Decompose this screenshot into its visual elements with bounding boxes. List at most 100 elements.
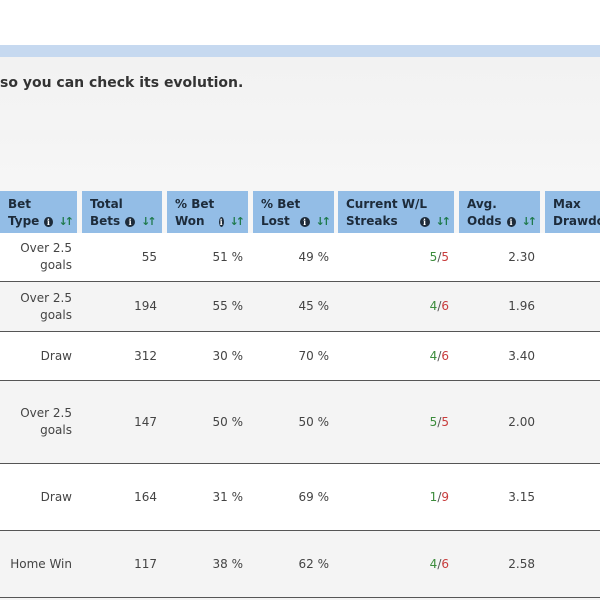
win-streak: 4 [429,299,438,313]
info-icon[interactable]: i [218,216,224,227]
table-row[interactable]: Over 2.5 goals 55 51 % 49 % 5/5 2.30 [0,233,600,281]
streak-separator: / [437,414,442,429]
sort-icon[interactable]: ↓↑ [141,215,157,228]
total-bets-cell: 117 [134,556,157,571]
total-bets-cell: 147 [134,414,157,429]
won-cell: 50 % [212,414,244,429]
streak-separator: / [437,348,442,363]
lost-cell: 70 % [298,348,330,363]
win-streak: 5 [429,249,438,264]
loss-streak: 9 [441,489,449,504]
lost-cell: 69 % [298,489,330,504]
total-bets-cell: 164 [134,489,157,504]
streak-separator: / [437,489,442,504]
info-icon[interactable]: i [44,216,53,227]
header-label-line2: Won [175,214,205,228]
total-bets-cell: 312 [134,348,157,363]
won-cell: 55 % [212,299,244,313]
header-label-line1: Bet [8,197,32,211]
row-divider [0,463,600,464]
row-divider [0,597,600,598]
header-bet-type[interactable]: Bet Type i ↓↑ [0,191,77,233]
win-streak: 1 [429,489,438,504]
lost-cell: 45 % [298,299,330,313]
avg-odds-cell: 2.30 [508,249,535,264]
lost-cell: 50 % [298,414,330,429]
total-bets-cell: 194 [134,299,157,313]
header-streaks[interactable]: Current W/L Streaks i ↓↑ [338,191,454,233]
header-label-line1: Total [90,197,123,211]
bet-type-cell: Draw [40,489,72,504]
header-label-line2: Streaks [346,214,398,228]
won-cell: 30 % [212,348,244,363]
header-label-line2: Drawdow [553,214,600,228]
sort-icon[interactable]: ↓↑ [58,215,75,228]
bet-type-cell: Over 2.5 goals [20,290,72,322]
loss-streak: 6 [441,299,449,313]
header-pct-lost[interactable]: % Bet Lost i ↓↑ [253,191,334,233]
table-row[interactable]: Home Win 117 38 % 62 % 4/6 2.58 [0,531,600,597]
sort-icon[interactable]: ↓↑ [315,215,332,228]
lost-cell: 62 % [298,556,330,571]
top-area [0,0,600,45]
streak-separator: / [437,556,442,571]
sort-icon[interactable]: ↓↑ [435,215,452,228]
header-label-line2: Bets [90,214,121,228]
table-row[interactable]: Over 2.5 goals 194 55 % 45 % 4/6 1.96 [0,282,600,331]
info-icon[interactable]: i [125,216,136,227]
header-label-line1: Max [553,197,581,211]
sort-icon[interactable]: ↓↑ [229,215,246,228]
streaks-cell: 4/6 [338,282,449,331]
info-icon[interactable]: i [506,216,516,227]
header-pct-won[interactable]: % Bet Won i ↓↑ [167,191,248,233]
header-max-drawdown[interactable]: Max Drawdow [545,191,600,233]
header-avg-odds[interactable]: Avg. Odds i ↓↑ [459,191,540,233]
avg-odds-cell: 2.00 [508,414,535,429]
loss-streak: 5 [441,249,449,264]
intro-text: so you can check its evolution. [0,75,244,91]
streaks-cell: 4/6 [338,332,449,380]
header-label-line2: Type [8,214,40,228]
sort-icon[interactable]: ↓↑ [521,215,538,228]
streak-separator: / [437,249,442,264]
header-total-bets[interactable]: Total Bets i ↓↑ [82,191,162,233]
loss-streak: 6 [441,348,449,363]
won-cell: 31 % [212,489,244,504]
bet-type-cell: Home Win [10,556,72,571]
avg-odds-cell: 3.40 [508,348,535,363]
streaks-cell: 5/5 [338,381,449,463]
won-cell: 51 % [212,249,244,264]
table-row[interactable]: Draw 312 30 % 70 % 4/6 3.40 [0,332,600,380]
header-label-line2: Odds [467,214,502,228]
section-top-bar [0,45,600,57]
header-label-line1: Avg. [467,197,497,211]
streaks-cell: 4/6 [338,531,449,597]
win-streak: 4 [429,556,438,571]
streaks-cell: 5/5 [338,233,449,281]
avg-odds-cell: 2.58 [508,556,535,571]
bet-type-cell: Draw [40,348,72,363]
row-divider [0,281,600,282]
info-icon[interactable]: i [299,216,310,227]
won-cell: 38 % [212,556,244,571]
win-streak: 5 [429,414,438,429]
header-label-line1: Current W/L [346,197,428,211]
info-icon[interactable]: i [419,216,430,227]
avg-odds-cell: 1.96 [508,299,535,313]
loss-streak: 6 [441,556,449,571]
loss-streak: 5 [441,414,449,429]
table-row[interactable]: Draw 164 31 % 69 % 1/9 3.15 [0,464,600,530]
win-streak: 4 [429,348,438,363]
row-divider [0,380,600,381]
table-row[interactable]: Over 2.5 goals 147 50 % 50 % 5/5 2.00 [0,381,600,463]
row-divider [0,331,600,332]
header-label-line1: % Bet [261,197,301,211]
avg-odds-cell: 3.15 [508,489,535,504]
bet-type-cell: Over 2.5 goals [20,406,72,437]
streaks-cell: 1/9 [338,464,449,530]
content-panel: so you can check its evolution. Bet Type… [0,57,600,600]
lost-cell: 49 % [298,249,330,264]
row-divider [0,530,600,531]
total-bets-cell: 55 [141,249,157,264]
header-label-line2: Lost [261,214,290,228]
